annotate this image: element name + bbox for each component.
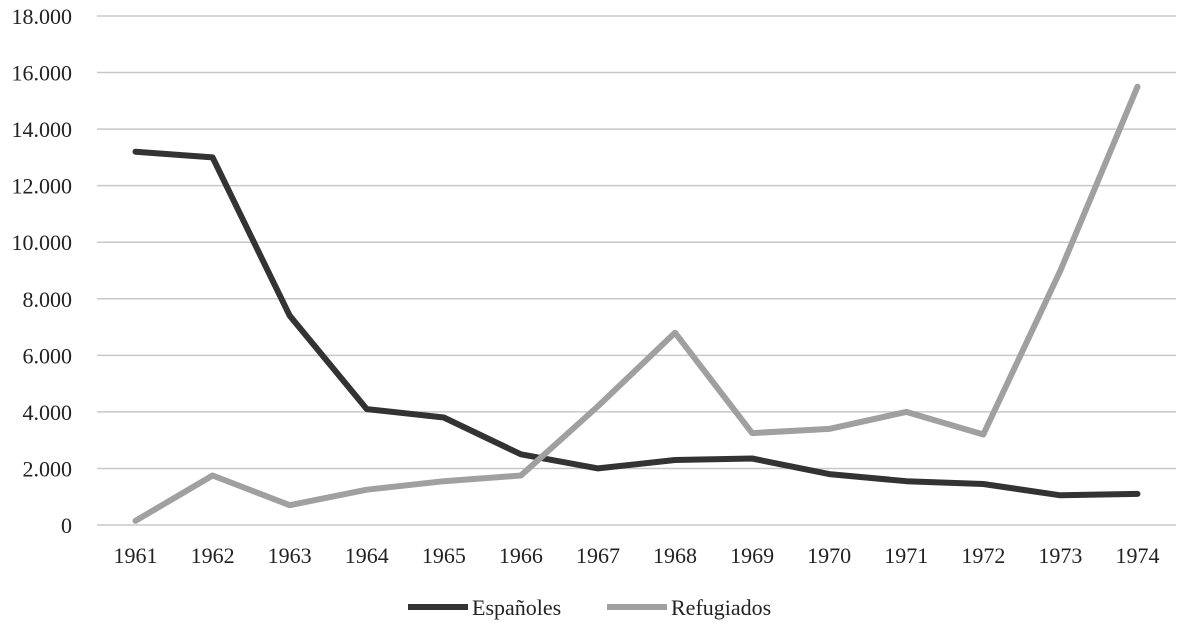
x-tick-label: 1971	[884, 543, 928, 568]
x-axis-tick-labels: 1961 1962 1963 1964 1965 1966 1967 1968 1969 1970…	[114, 543, 1160, 568]
x-tick-label: 1970	[807, 543, 851, 568]
x-tick-label: 1967	[576, 543, 620, 568]
data-point	[520, 453, 522, 455]
data-point	[597, 405, 599, 407]
x-tick-label: 1963	[268, 543, 312, 568]
y-tick-label: 2.000	[23, 456, 73, 481]
data-point	[982, 434, 984, 436]
data-point	[828, 428, 830, 430]
data-point	[443, 480, 445, 482]
data-point	[289, 315, 291, 317]
legend-label: Españoles	[472, 595, 561, 620]
grid-lines	[97, 15, 1176, 526]
y-tick-label: 8.000	[23, 287, 73, 312]
y-tick-label: 10.000	[12, 230, 73, 255]
data-point	[135, 151, 137, 153]
data-point	[751, 458, 753, 460]
data-point	[289, 504, 291, 506]
y-tick-label: 4.000	[23, 400, 73, 425]
data-point	[674, 459, 676, 461]
series-lines	[132, 83, 1141, 524]
x-tick-label: 1966	[499, 543, 543, 568]
x-tick-label: 1973	[1038, 543, 1082, 568]
y-axis-tick-labels: 0 2.000 4.000 6.000 8.000 10.000 12.000 14.000 1…	[12, 4, 73, 538]
x-tick-label: 1964	[345, 543, 389, 568]
series-line-0	[132, 148, 1141, 499]
data-point	[1136, 493, 1138, 495]
data-point	[212, 156, 214, 158]
legend: Españoles Refugiados	[408, 595, 771, 620]
y-tick-label: 0	[61, 513, 72, 538]
data-point	[212, 475, 214, 477]
data-point	[520, 475, 522, 477]
x-tick-label: 1972	[961, 543, 1005, 568]
legend-label: Refugiados	[671, 595, 771, 620]
data-point	[982, 483, 984, 485]
y-tick-label: 18.000	[12, 4, 73, 29]
y-tick-label: 16.000	[12, 61, 73, 86]
data-point	[905, 480, 907, 482]
data-point	[1059, 494, 1061, 496]
data-point	[597, 467, 599, 469]
data-point	[366, 408, 368, 410]
data-point	[1136, 86, 1138, 88]
series-line-1	[132, 83, 1141, 524]
data-point	[828, 473, 830, 475]
data-point	[905, 411, 907, 413]
x-tick-label: 1961	[114, 543, 158, 568]
data-point	[135, 520, 137, 522]
y-tick-label: 12.000	[12, 174, 73, 199]
x-tick-label: 1974	[1115, 543, 1159, 568]
data-point	[1059, 270, 1061, 271]
data-point	[366, 489, 368, 491]
x-tick-label: 1965	[422, 543, 466, 568]
data-point	[674, 332, 676, 334]
x-tick-label: 1968	[653, 543, 697, 568]
data-point	[751, 432, 753, 434]
y-tick-label: 14.000	[12, 117, 73, 142]
data-point	[443, 417, 445, 419]
y-tick-label: 6.000	[23, 343, 73, 368]
x-tick-label: 1962	[191, 543, 235, 568]
x-tick-label: 1969	[730, 543, 774, 568]
